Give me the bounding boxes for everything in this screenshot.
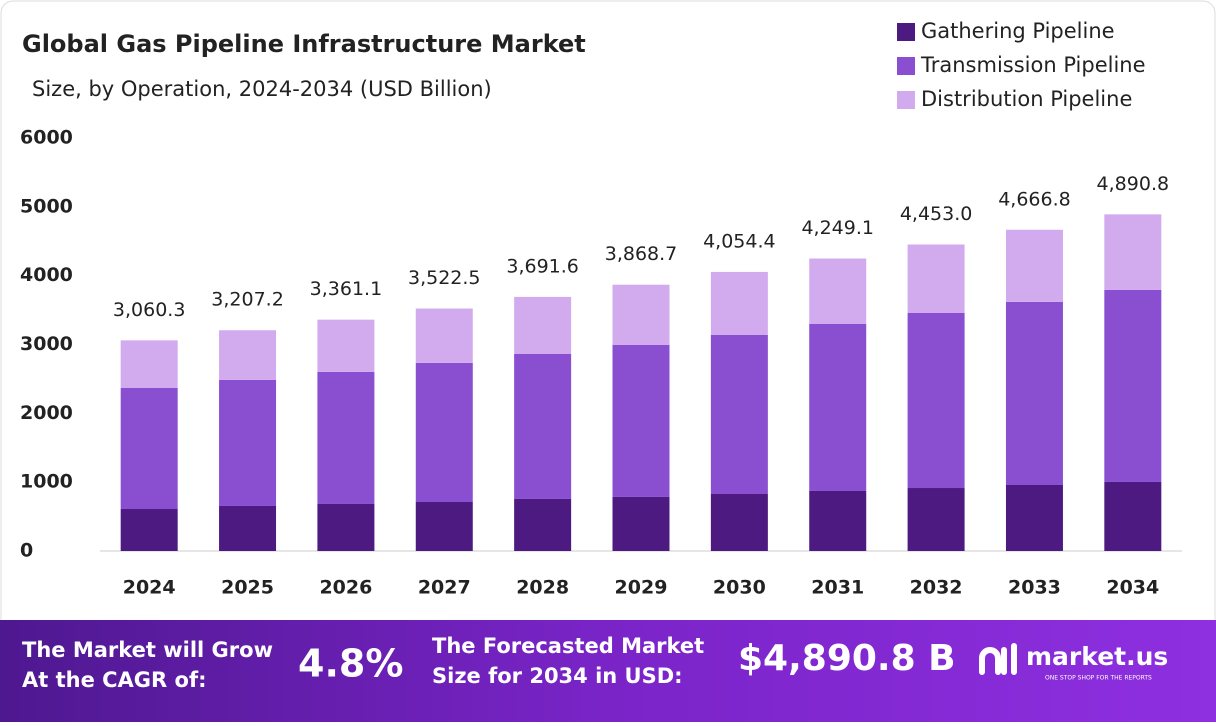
total-label: 3,522.5 (408, 267, 481, 289)
bar-segment (1104, 481, 1162, 551)
x-tick-label: 2027 (418, 577, 471, 599)
x-tick-label: 2032 (910, 577, 963, 599)
legend-label: Transmission Pipeline (920, 53, 1146, 77)
bar-segment (1104, 214, 1162, 290)
total-label: 3,060.3 (113, 299, 186, 321)
footer-text: At the CAGR of: (22, 668, 207, 692)
x-tick-label: 2026 (319, 577, 372, 599)
bar-segment (1005, 229, 1063, 302)
bar-segment (120, 388, 178, 510)
total-label: 3,361.1 (310, 278, 383, 300)
legend-swatch (897, 57, 915, 75)
bar-segment (612, 284, 670, 345)
bar-segment (710, 494, 768, 551)
bar-segment (120, 509, 178, 551)
chart-subtitle: Size, by Operation, 2024-2034 (USD Billi… (32, 77, 492, 101)
tagline: ONE STOP SHOP FOR THE REPORTS (1045, 675, 1152, 682)
total-label: 4,249.1 (801, 217, 874, 239)
total-label: 4,453.0 (900, 203, 973, 225)
bar-segment (1104, 289, 1162, 482)
cagr-value: 4.8% (298, 642, 403, 686)
x-tick-label: 2031 (811, 577, 864, 599)
bar-segment (415, 362, 473, 502)
bar-segment (317, 371, 375, 504)
y-tick-label: 4000 (20, 264, 73, 286)
brand: market.us (1026, 642, 1168, 671)
footer-text: Size for 2034 in USD: (432, 664, 683, 688)
y-tick-label: 6000 (20, 127, 73, 149)
legend-label: Gathering Pipeline (921, 19, 1115, 43)
bar-segment (710, 271, 768, 336)
bar-segment (710, 335, 768, 495)
y-tick-label: 0 (20, 540, 33, 562)
total-label: 4,666.8 (998, 188, 1071, 210)
bar-segment (415, 308, 473, 363)
bar-segment (219, 330, 277, 380)
bar-segment (809, 490, 867, 551)
total-label: 4,890.8 (1097, 173, 1170, 195)
bar-segment (317, 319, 375, 372)
total-label: 3,207.2 (211, 289, 284, 311)
bar-segment (317, 503, 375, 551)
bar-segment (809, 323, 867, 491)
bar-segment (514, 296, 572, 354)
total-label: 3,868.7 (605, 243, 678, 265)
y-tick-label: 5000 (20, 195, 73, 217)
footer-text: The Forecasted Market (432, 634, 704, 658)
x-tick-label: 2025 (221, 577, 274, 599)
x-tick-label: 2034 (1106, 577, 1159, 599)
x-tick-label: 2029 (615, 577, 668, 599)
bar-segment (1005, 301, 1063, 485)
legend-swatch (897, 23, 915, 41)
x-tick-label: 2024 (123, 577, 176, 599)
bar-segment (219, 379, 277, 506)
x-tick-label: 2033 (1008, 577, 1061, 599)
bar-segment (612, 496, 670, 551)
brand-logo (979, 643, 1017, 675)
bar-segment (907, 312, 965, 489)
total-label: 3,691.6 (506, 255, 579, 277)
legend-label: Distribution Pipeline (921, 87, 1132, 111)
y-tick-label: 1000 (20, 471, 73, 493)
chart-title: Global Gas Pipeline Infrastructure Marke… (22, 30, 586, 58)
legend-swatch (897, 91, 915, 109)
bar-segment (907, 244, 965, 313)
x-tick-label: 2028 (516, 577, 569, 599)
bar-segment (809, 258, 867, 324)
bar-segment (612, 344, 670, 497)
bar-segment (219, 505, 277, 551)
y-tick-label: 3000 (20, 333, 73, 355)
bar-segment (415, 501, 473, 551)
y-tick-label: 2000 (20, 402, 73, 424)
forecast-value: $4,890.8 B (738, 638, 956, 679)
bar-segment (907, 488, 965, 551)
x-tick-label: 2030 (713, 577, 766, 599)
bar-segment (1005, 484, 1063, 551)
total-label: 4,054.4 (703, 230, 776, 252)
footer-text: The Market will Grow (22, 638, 273, 662)
bar-segment (120, 340, 178, 389)
bar-segment (514, 353, 572, 499)
bar-segment (514, 498, 572, 551)
